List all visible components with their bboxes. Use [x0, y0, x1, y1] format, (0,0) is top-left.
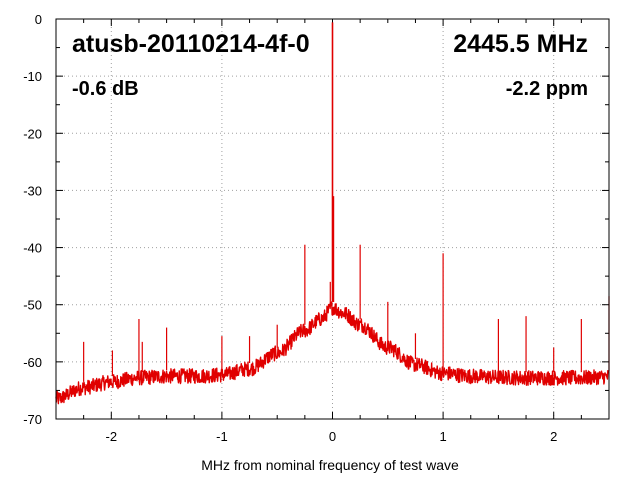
- x-axis-label: MHz from nominal frequency of test wave: [201, 457, 459, 473]
- y-tick-label: -50: [23, 298, 42, 313]
- y-tick-label: -20: [23, 126, 42, 141]
- x-tick-label: 2: [550, 429, 557, 444]
- x-tick-label: -1: [216, 429, 228, 444]
- noise-floor-line: [55, 301, 610, 405]
- x-tick-label: 1: [439, 429, 446, 444]
- device-annotation: atusb-20110214-4f-0: [72, 30, 310, 58]
- plot-frame: [55, 18, 610, 420]
- y-tick-label: -60: [23, 355, 42, 370]
- y-tick-label: -40: [23, 241, 42, 256]
- spectrum-trace: [55, 22, 610, 405]
- x-tick-label: -2: [106, 429, 118, 444]
- y-tick-label: -30: [23, 183, 42, 198]
- y-tick-label: -70: [23, 412, 42, 427]
- x-tick-label: 0: [329, 429, 336, 444]
- frequency-annotation: 2445.5 MHz: [453, 30, 588, 58]
- tick-labels: -2 -1 0 1 20-10-20-30-40-50-60-70: [23, 12, 557, 444]
- y-tick-label: 0: [35, 12, 42, 27]
- level-annotation: -0.6 dB: [72, 78, 139, 100]
- offset-annotation: -2.2 ppm: [506, 78, 588, 100]
- y-tick-label: -10: [23, 69, 42, 84]
